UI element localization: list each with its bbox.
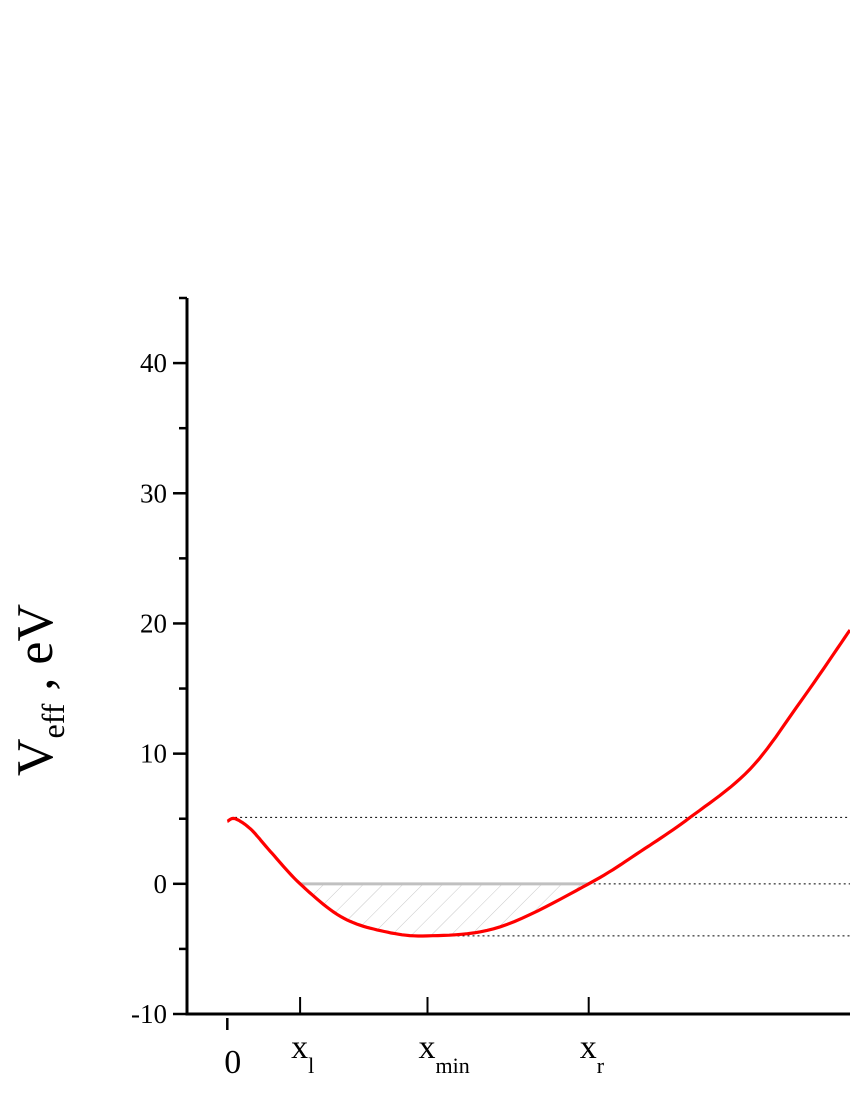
hatched-region	[300, 883, 589, 936]
y-tick-label: 30	[140, 478, 167, 508]
y-axis-label-sub: eff	[35, 703, 71, 738]
y-axis-label-main: V	[7, 739, 64, 777]
x-tick-label: xmin	[419, 1029, 470, 1078]
y-tick-label: 40	[140, 348, 167, 378]
y-tick-label: 20	[140, 608, 167, 638]
y-tick-label: -10	[131, 999, 167, 1029]
x-tick-label: xl	[291, 1029, 314, 1078]
y-axis-label-unit: , eV	[7, 604, 64, 704]
y-axis-label: Veff , eV	[7, 604, 71, 776]
svg-text:Veff , eV: Veff , eV	[7, 604, 71, 776]
x-tick-label: xr	[580, 1029, 605, 1078]
x-tick-label: 0	[224, 1044, 241, 1081]
potential-curve	[226, 629, 850, 938]
y-tick-label: 10	[140, 739, 167, 769]
y-tick-label: 0	[154, 869, 168, 899]
